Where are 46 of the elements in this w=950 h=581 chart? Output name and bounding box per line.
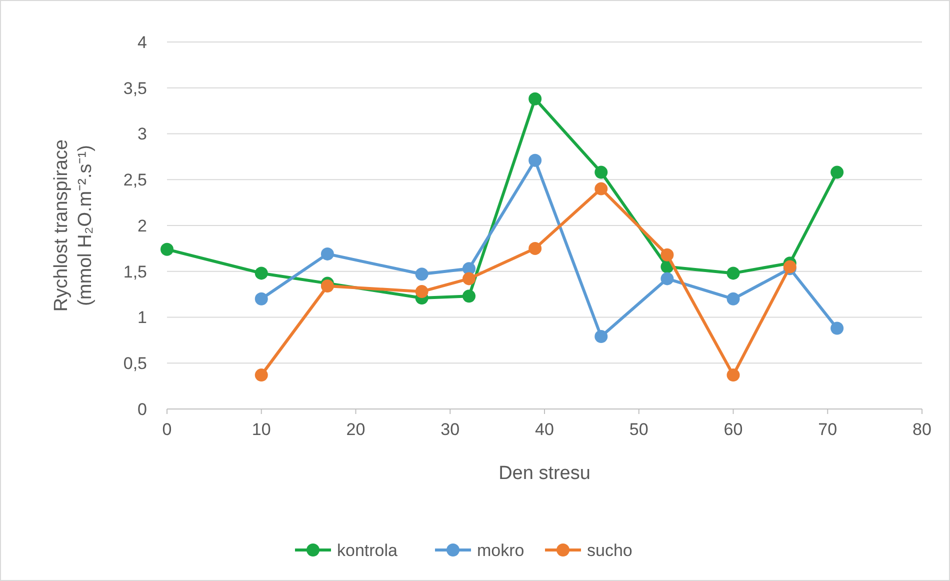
point — [528, 154, 542, 167]
point — [594, 330, 608, 344]
point — [415, 285, 428, 298]
x-tick-label: 80 — [912, 420, 932, 439]
x-axis-title: Den stresu — [498, 463, 590, 484]
point — [830, 166, 844, 179]
y-tick-label: 2,5 — [123, 170, 147, 190]
point — [660, 272, 674, 286]
point — [320, 280, 334, 293]
point — [594, 182, 608, 196]
point — [254, 368, 268, 382]
point — [254, 292, 268, 306]
point — [726, 266, 740, 280]
legend-label: mokro — [477, 540, 524, 560]
point — [528, 92, 542, 106]
x-tick-label: 70 — [818, 420, 838, 439]
point — [462, 272, 476, 286]
y-tick-label: 1 — [138, 308, 147, 328]
point — [254, 266, 268, 280]
point — [660, 248, 674, 262]
legend-label: kontrola — [337, 540, 398, 560]
legend-label: sucho — [587, 540, 632, 560]
point — [160, 242, 174, 256]
y-tick-label: 0 — [138, 400, 147, 419]
y-tick-label: 0,5 — [123, 354, 147, 374]
point — [528, 242, 542, 255]
point — [726, 368, 740, 382]
point — [415, 268, 428, 281]
x-tick-label: 10 — [252, 420, 271, 439]
point — [462, 290, 476, 303]
y-tick-label: 3 — [138, 124, 147, 144]
point — [320, 247, 334, 260]
y-axis-title: Rychlost transpirace (mmol H₂O.m⁻².s⁻¹) — [51, 139, 96, 312]
x-tick-label: 50 — [629, 420, 648, 439]
x-tick-label: 0 — [162, 420, 172, 439]
y-tick-label: 1,5 — [123, 262, 147, 282]
y-tick-label: 2 — [138, 216, 147, 236]
x-tick-label: 30 — [440, 420, 460, 439]
point — [830, 322, 844, 335]
x-tick-label: 40 — [535, 420, 554, 439]
y-tick-label: 3,5 — [123, 78, 147, 98]
point — [726, 292, 740, 306]
x-tick-label: 20 — [346, 420, 366, 439]
x-tick-label: 60 — [724, 420, 743, 439]
y-tick-label: 4 — [138, 32, 147, 52]
point — [594, 166, 608, 179]
